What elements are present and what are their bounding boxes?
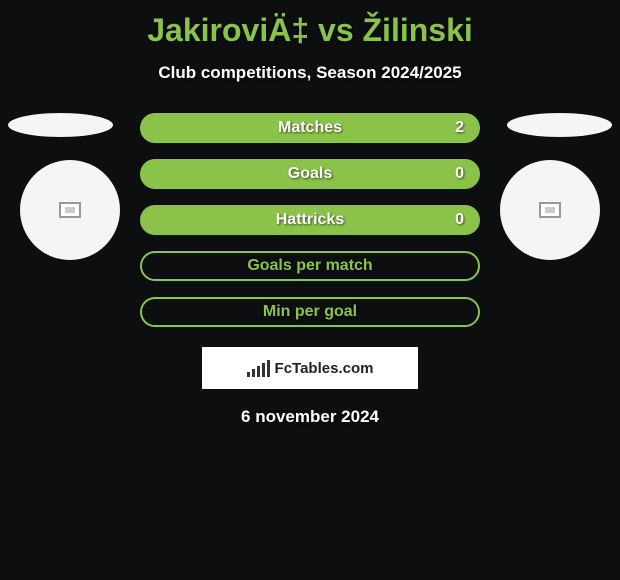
branding-logo: FcTables.com: [202, 347, 418, 389]
placeholder-image-icon: [539, 202, 561, 218]
stat-label: Min per goal: [263, 303, 357, 321]
stat-bar-goals: Goals 0: [140, 159, 480, 189]
logo-text: FcTables.com: [275, 360, 374, 377]
player-avatar-left: [20, 160, 120, 260]
stat-bar-goals-per-match: Goals per match: [140, 251, 480, 281]
bar-chart-icon: [247, 359, 271, 377]
stat-value: 0: [455, 165, 464, 183]
player-ellipse-right: [507, 113, 612, 137]
content-area: Matches 2 Goals 0 Hattricks 0 Goals per …: [0, 113, 620, 427]
stats-column: Matches 2 Goals 0 Hattricks 0 Goals per …: [140, 113, 480, 327]
placeholder-image-icon: [59, 202, 81, 218]
stat-label: Matches: [278, 119, 342, 137]
stat-bar-hattricks: Hattricks 0: [140, 205, 480, 235]
stat-label: Hattricks: [276, 211, 344, 229]
stat-bar-min-per-goal: Min per goal: [140, 297, 480, 327]
page-subtitle: Club competitions, Season 2024/2025: [0, 63, 620, 83]
stat-bar-matches: Matches 2: [140, 113, 480, 143]
stat-label: Goals per match: [247, 257, 372, 275]
page-title: JakiroviÄ‡ vs Žilinski: [0, 0, 620, 49]
stat-value: 0: [455, 211, 464, 229]
player-avatar-right: [500, 160, 600, 260]
footer-date: 6 november 2024: [0, 407, 620, 427]
stat-value: 2: [455, 119, 464, 137]
stat-label: Goals: [288, 165, 332, 183]
player-ellipse-left: [8, 113, 113, 137]
